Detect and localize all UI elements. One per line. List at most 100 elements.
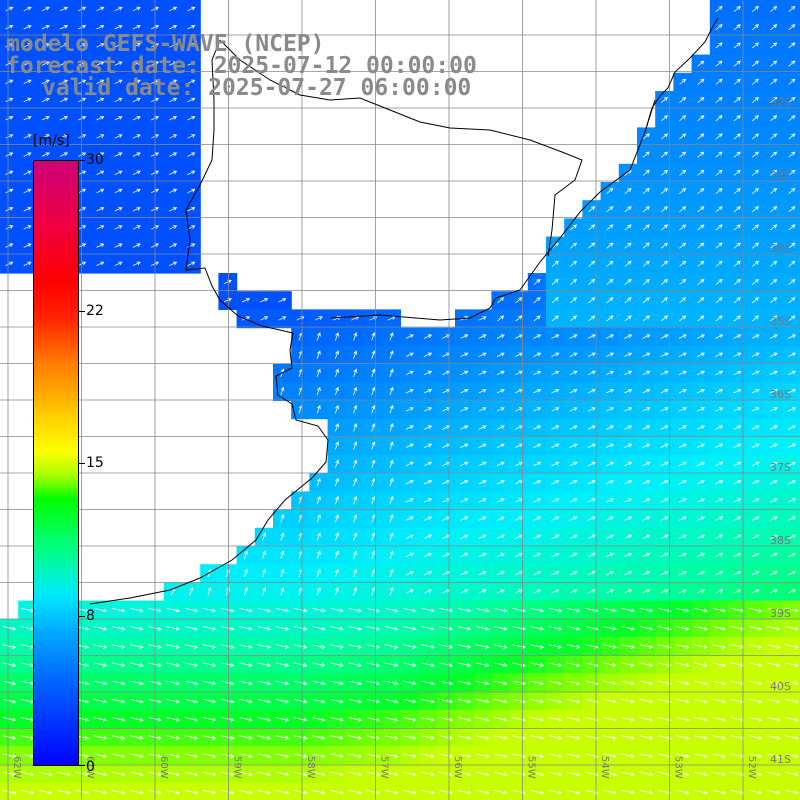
wind-arrow bbox=[751, 498, 760, 503]
wind-cell bbox=[764, 91, 784, 110]
wind-arrow bbox=[293, 644, 308, 649]
wind-arrow bbox=[569, 260, 578, 267]
wind-arrow bbox=[733, 571, 742, 576]
wind-arrow bbox=[243, 568, 248, 578]
wind-arrow bbox=[478, 498, 487, 503]
wind-arrow bbox=[221, 644, 235, 649]
wind-arrow bbox=[330, 735, 344, 740]
wind-arrow bbox=[57, 789, 71, 795]
wind-arrow bbox=[475, 662, 490, 668]
wind-arrow bbox=[41, 25, 50, 30]
wind-arrow bbox=[475, 771, 490, 777]
wind-arrow bbox=[712, 644, 727, 649]
wind-arrow bbox=[551, 534, 560, 539]
longitude-label: 59W bbox=[232, 756, 243, 779]
wind-arrow bbox=[712, 771, 727, 777]
wind-arrow bbox=[697, 133, 705, 140]
wind-arrow bbox=[496, 389, 505, 394]
wind-arrow bbox=[785, 680, 799, 686]
wind-arrow bbox=[371, 404, 376, 414]
wind-arrow bbox=[280, 532, 285, 541]
wind-cell bbox=[728, 273, 747, 292]
coastline-uruguay bbox=[329, 17, 719, 321]
wind-arrow bbox=[624, 297, 632, 304]
wind-arrow bbox=[114, 261, 123, 266]
wind-cell bbox=[218, 782, 238, 800]
wind-arrow bbox=[169, 152, 178, 157]
wind-arrow bbox=[787, 589, 797, 594]
wind-arrow bbox=[202, 698, 217, 704]
wind-arrow bbox=[712, 698, 727, 704]
wind-arrow bbox=[605, 534, 615, 539]
wind-arrow bbox=[202, 735, 217, 740]
wind-cell bbox=[618, 163, 638, 183]
wind-arrow bbox=[787, 480, 797, 485]
wind-arrow bbox=[603, 680, 617, 686]
wind-arrow bbox=[41, 61, 50, 66]
wind-arrow bbox=[715, 133, 723, 140]
wind-arrow bbox=[353, 532, 358, 541]
wind-cell bbox=[637, 127, 656, 147]
wind-arrow bbox=[715, 151, 723, 158]
wind-arrow bbox=[733, 78, 741, 85]
wind-arrow bbox=[239, 662, 253, 668]
wind-arrow bbox=[569, 461, 578, 467]
wind-arrow bbox=[23, 152, 32, 157]
wind-arrow bbox=[202, 789, 217, 795]
wind-arrow bbox=[5, 170, 14, 175]
wind-arrow bbox=[239, 735, 253, 740]
wind-arrow bbox=[260, 316, 269, 321]
wind-arrow bbox=[423, 516, 433, 521]
wind-arrow bbox=[184, 735, 199, 740]
wind-arrow bbox=[221, 680, 235, 686]
wind-arrow bbox=[496, 352, 505, 357]
latitude-label: 35S bbox=[770, 315, 791, 328]
wind-arrow bbox=[371, 386, 376, 396]
wind-cell bbox=[709, 254, 729, 274]
longitude-label: 58W bbox=[305, 756, 316, 779]
wind-arrow bbox=[642, 169, 650, 176]
wind-arrow bbox=[169, 25, 178, 30]
wind-arrow bbox=[769, 552, 778, 558]
wind-arrow bbox=[421, 607, 435, 613]
wind-arrow bbox=[642, 461, 651, 467]
wind-arrow bbox=[639, 662, 654, 668]
wind-arrow bbox=[442, 480, 451, 485]
wind-arrow bbox=[769, 425, 778, 430]
wind-arrow bbox=[96, 170, 105, 175]
wind-arrow bbox=[366, 680, 381, 686]
wind-arrow bbox=[712, 789, 727, 795]
wind-arrow bbox=[166, 607, 181, 613]
wind-arrow bbox=[239, 607, 253, 613]
wind-arrow bbox=[788, 151, 796, 158]
wind-arrow bbox=[169, 116, 178, 121]
wind-arrow bbox=[353, 423, 358, 432]
wind-cell bbox=[746, 163, 765, 183]
wind-arrow bbox=[384, 753, 399, 759]
wind-arrow bbox=[330, 753, 344, 759]
wind-cell bbox=[746, 54, 765, 74]
wind-arrow bbox=[657, 626, 672, 631]
wind-arrow bbox=[603, 717, 617, 722]
wind-arrow bbox=[334, 459, 339, 469]
wind-arrow bbox=[421, 771, 435, 777]
wind-arrow bbox=[770, 115, 778, 122]
wind-arrow bbox=[587, 552, 596, 558]
wind-arrow bbox=[733, 96, 741, 104]
wind-cell bbox=[637, 182, 656, 201]
wind-arrow bbox=[642, 534, 651, 539]
wind-cell bbox=[746, 127, 765, 147]
wind-cell bbox=[709, 273, 729, 292]
wind-arrow bbox=[748, 753, 763, 759]
wind-arrow bbox=[187, 188, 196, 194]
wind-arrow bbox=[330, 680, 344, 686]
wind-arrow bbox=[187, 6, 196, 12]
wind-arrow bbox=[642, 480, 651, 485]
wind-arrow bbox=[551, 315, 559, 322]
wind-arrow bbox=[457, 698, 472, 704]
wind-arrow bbox=[278, 298, 287, 303]
wind-arrow bbox=[733, 42, 741, 49]
wind-arrow bbox=[371, 477, 376, 487]
wind-arrow bbox=[767, 753, 781, 759]
